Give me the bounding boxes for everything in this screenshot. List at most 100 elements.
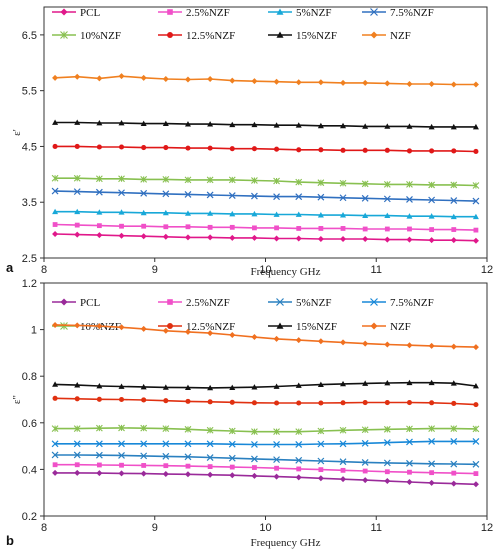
legend-marker (167, 323, 173, 329)
data-point (384, 478, 391, 485)
y-axis-label: ε" (11, 395, 23, 404)
series-line (55, 210, 476, 218)
data-point (206, 426, 214, 434)
data-point (384, 123, 391, 129)
data-point (384, 341, 391, 348)
data-point (473, 402, 479, 408)
data-point (184, 76, 191, 83)
series-line (55, 190, 476, 202)
legend-marker (370, 8, 378, 16)
data-point (185, 224, 191, 230)
y-tick-label: 0.6 (22, 418, 37, 430)
data-point (229, 77, 236, 84)
data-point (428, 460, 436, 468)
data-point (383, 425, 391, 433)
y-tick-label: 0.2 (22, 511, 37, 523)
data-point (228, 427, 236, 435)
data-point (162, 233, 169, 240)
data-point (74, 469, 81, 476)
series-5%NZF (51, 451, 480, 468)
data-point (406, 80, 413, 87)
series-line (55, 177, 476, 187)
data-point (52, 462, 58, 468)
data-point (162, 327, 169, 334)
data-point (73, 188, 81, 196)
data-point (473, 471, 479, 476)
data-point (340, 476, 347, 483)
legend-label: 10%NZF (80, 30, 121, 42)
data-point (450, 460, 458, 468)
data-point (406, 459, 413, 467)
data-point (96, 209, 103, 215)
data-point (251, 192, 258, 200)
data-point (451, 470, 457, 476)
y-tick-label: 0.4 (22, 464, 37, 476)
legend-entry: 5%NZF (268, 7, 331, 19)
data-point (362, 380, 369, 386)
data-point (451, 400, 457, 407)
data-point (118, 232, 125, 239)
data-point (96, 462, 102, 468)
data-point (118, 144, 125, 150)
data-point (141, 223, 147, 229)
data-point (273, 193, 280, 201)
data-point (51, 425, 59, 433)
data-point (96, 75, 103, 82)
data-point (229, 224, 235, 230)
data-point (383, 180, 391, 188)
data-point (340, 147, 346, 153)
data-point (73, 174, 81, 182)
data-point (472, 81, 479, 88)
data-point (273, 383, 280, 389)
data-point (207, 234, 214, 241)
data-point (206, 191, 214, 199)
data-point (96, 144, 102, 150)
data-point (206, 454, 214, 461)
data-point (140, 74, 147, 81)
data-point (362, 468, 368, 474)
data-point (295, 235, 302, 242)
data-point (73, 425, 81, 433)
series-line (55, 75, 476, 86)
data-point (362, 79, 369, 86)
data-point (119, 223, 124, 229)
data-point (74, 382, 81, 388)
data-point (118, 470, 125, 477)
legend-label: 12.5%NZF (186, 321, 235, 333)
y-tick-label: 1.2 (22, 278, 37, 290)
data-point (318, 147, 324, 153)
data-point (140, 424, 148, 432)
data-point (140, 175, 148, 183)
chart-panel-a: 8 9 10 11 12 2.5 3.5 4.5 5.5 6.5 Frequency GHz ε' a P… (6, 6, 493, 278)
data-point (428, 80, 435, 87)
data-point (74, 396, 80, 402)
data-point (140, 452, 148, 460)
data-point (207, 224, 213, 230)
data-point (251, 146, 257, 152)
data-point (407, 469, 412, 475)
data-point (251, 234, 258, 241)
data-point (428, 425, 436, 433)
data-point (450, 181, 458, 189)
legend-entry: 10%NZF (52, 30, 121, 42)
data-point (339, 179, 347, 187)
data-point (362, 399, 368, 406)
data-point (229, 234, 236, 241)
data-point (384, 147, 390, 153)
data-point (52, 208, 59, 215)
data-point (52, 74, 59, 81)
data-point (74, 322, 81, 329)
data-point (207, 330, 214, 337)
data-point (229, 210, 236, 217)
data-point (184, 121, 191, 127)
data-point (295, 193, 303, 201)
data-point (74, 119, 81, 125)
data-point (162, 209, 169, 216)
series-12.5%NZF (52, 143, 479, 155)
data-point (74, 231, 81, 238)
data-point (163, 145, 169, 151)
series-10%NZF (51, 174, 480, 189)
data-point (96, 470, 103, 477)
